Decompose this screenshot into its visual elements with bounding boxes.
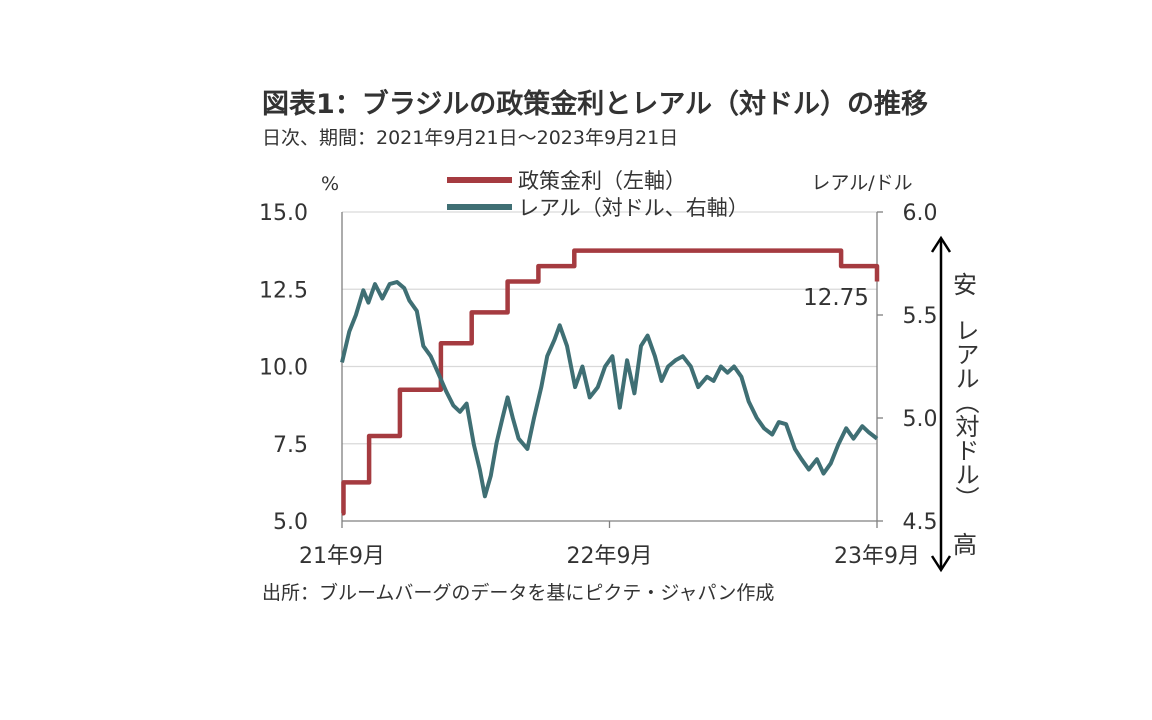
right-axis-unit: レアル/ドル [811, 172, 912, 194]
series-line-brl [340, 280, 879, 499]
right-tick-label: 5.0 [903, 407, 938, 432]
arrow-label-middle: レアル（対ドル） [951, 318, 979, 510]
arrow-label-strong: 高 [953, 531, 977, 559]
axis-labels: 15.0 12.5 10.0 7.5 5.0 6.0 5.5 5.0 4.5 21年9月 22年9月… [259, 201, 937, 569]
legend-label-brl: レアル（対ドル、右軸） [518, 196, 749, 220]
series-lines [340, 248, 880, 516]
annotation-policy-rate-latest: 12.75 [803, 285, 869, 311]
right-tick-label: 4.5 [903, 510, 938, 535]
grid-lines [342, 211, 877, 445]
legend: 政策金利（左軸） レアル（対ドル、右軸） [447, 169, 749, 220]
direction-arrow: 安 レアル（対ドル） 高 [930, 235, 979, 573]
source-note: 出所：ブルームバーグのデータを基にピクテ・ジャパン作成 [262, 582, 775, 604]
x-tick-label: 22年9月 [567, 544, 653, 569]
chart-subtitle: 日次、期間：2021年9月21日～2023年9月21日 [262, 127, 679, 149]
left-tick-label: 12.5 [259, 278, 308, 303]
right-tick-label: 5.5 [903, 304, 938, 329]
axes [341, 211, 883, 528]
chart-title: 図表1：ブラジルの政策金利とレアル（対ドル）の推移 [262, 89, 928, 120]
arrow-head-up [930, 235, 952, 253]
arrow-head-down [930, 555, 952, 573]
left-axis-unit: % [321, 173, 339, 195]
left-tick-label: 15.0 [259, 201, 308, 226]
x-tick-label: 21年9月 [299, 544, 385, 569]
left-tick-label: 5.0 [273, 510, 308, 535]
right-tick-label: 6.0 [903, 201, 938, 226]
arrow-label-weak: 安 [953, 271, 977, 299]
x-tick-label: 23年9月 [834, 544, 920, 569]
series-line-policy-rate [341, 248, 880, 516]
left-tick-label: 10.0 [259, 356, 308, 381]
left-tick-label: 7.5 [273, 433, 308, 458]
legend-label-policy-rate: 政策金利（左軸） [518, 169, 686, 193]
